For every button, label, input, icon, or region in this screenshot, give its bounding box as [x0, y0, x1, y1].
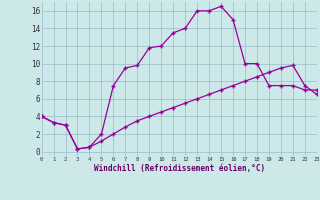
X-axis label: Windchill (Refroidissement éolien,°C): Windchill (Refroidissement éolien,°C)	[94, 164, 265, 173]
